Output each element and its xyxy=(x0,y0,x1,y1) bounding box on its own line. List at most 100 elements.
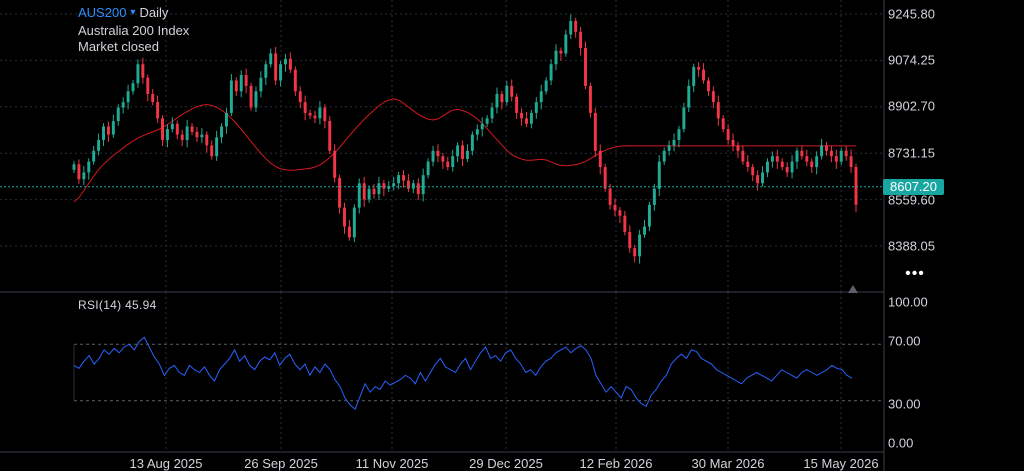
candle-body xyxy=(111,121,115,135)
candle-body xyxy=(549,64,553,81)
candle-body xyxy=(805,156,809,162)
candle-body xyxy=(259,77,263,92)
time-axis-label: 29 Dec 2025 xyxy=(469,456,543,471)
candle-body xyxy=(170,123,174,130)
scroll-to-latest-icon[interactable] xyxy=(848,285,858,293)
candle-body xyxy=(451,156,455,168)
rsi-axis-label: 0.00 xyxy=(888,435,914,451)
candle-body xyxy=(180,134,184,140)
candle-body xyxy=(102,126,105,140)
candle-body xyxy=(362,183,366,200)
rsi-band-lines xyxy=(73,343,884,402)
candle-body xyxy=(195,131,199,138)
candle-body xyxy=(736,145,740,151)
candle-body xyxy=(603,167,607,189)
candle-body xyxy=(687,85,691,108)
price-axis-label: 8388.05 xyxy=(888,238,935,254)
candle-body xyxy=(333,150,337,178)
candle-body xyxy=(274,53,278,81)
candle-body xyxy=(357,183,361,208)
candle-body xyxy=(657,161,661,189)
candle-body xyxy=(761,172,765,184)
candle-body xyxy=(775,156,779,162)
candle-body xyxy=(697,66,701,70)
candle-body xyxy=(525,118,528,124)
candle-body xyxy=(529,112,533,124)
symbol-dropdown-icon[interactable]: ▾ xyxy=(130,7,136,18)
candle-body xyxy=(406,180,410,189)
candle-body xyxy=(785,167,789,173)
candle-body xyxy=(116,107,120,122)
candle-body xyxy=(347,226,351,238)
candle-body xyxy=(716,102,720,119)
candle-body xyxy=(77,164,81,180)
candle-body xyxy=(475,129,479,135)
candle-body xyxy=(534,102,538,113)
candle-body xyxy=(224,112,228,127)
candle-body xyxy=(613,204,617,211)
candle-body xyxy=(574,20,578,32)
candle-body xyxy=(234,80,238,92)
candle-body xyxy=(397,175,401,184)
candle-body xyxy=(352,207,356,238)
moving-average-line xyxy=(73,98,856,203)
candle-body xyxy=(564,34,568,54)
candle-body xyxy=(638,234,642,257)
price-axis-label: 9245.80 xyxy=(888,6,935,22)
candle-body xyxy=(97,139,101,151)
instrument-name: Australia 200 Index xyxy=(78,23,190,38)
candle-body xyxy=(338,177,342,208)
candle-body xyxy=(121,102,125,108)
time-axis-label: 13 Aug 2025 xyxy=(129,456,203,471)
rsi-path xyxy=(73,336,853,411)
candle-body xyxy=(431,150,435,162)
price-axis-label: 8731.15 xyxy=(888,145,935,161)
candle-body xyxy=(662,150,666,162)
candle-body xyxy=(692,66,696,86)
candle-body xyxy=(633,248,637,257)
time-axis-label: 30 Mar 2026 xyxy=(691,456,765,471)
candle-body xyxy=(411,183,415,189)
candle-body xyxy=(515,96,519,113)
candle-body xyxy=(584,48,587,86)
candle-body xyxy=(229,80,233,113)
candle-body xyxy=(839,150,843,162)
candle-body xyxy=(293,69,297,92)
candle-body xyxy=(623,215,627,232)
more-options-button[interactable]: ••• xyxy=(905,265,925,282)
candle-body xyxy=(643,226,646,235)
candle-body xyxy=(269,53,273,65)
candle-body xyxy=(215,137,219,157)
symbol-header[interactable]: AUS200 ▾ Daily xyxy=(78,5,168,21)
candle-body xyxy=(618,210,622,216)
candle-body xyxy=(667,145,671,151)
candle-body xyxy=(795,150,799,162)
candle-body xyxy=(465,150,469,159)
candle-body xyxy=(343,207,346,227)
candle-body xyxy=(544,80,548,92)
time-axis-label: 11 Nov 2025 xyxy=(355,456,429,471)
candle-body xyxy=(136,64,140,84)
candle-body xyxy=(569,20,573,35)
candle-body xyxy=(126,91,130,103)
candle-body xyxy=(82,172,86,180)
candle-body xyxy=(156,102,160,119)
candle-body xyxy=(829,150,833,157)
candle-body xyxy=(790,161,794,173)
candle-body xyxy=(392,183,396,186)
candle-body xyxy=(205,134,209,146)
candle-body xyxy=(254,91,258,108)
candle-body xyxy=(810,161,814,168)
candle-body xyxy=(593,112,597,151)
candle-body xyxy=(210,145,214,157)
candle-body xyxy=(751,167,755,176)
interval-label: Daily xyxy=(139,5,169,20)
symbol-ticker[interactable]: AUS200 xyxy=(78,5,127,20)
candle-body xyxy=(608,188,612,205)
time-axis-label: 26 Sep 2025 xyxy=(244,456,318,471)
candle-body xyxy=(702,69,706,81)
candle-body xyxy=(426,161,430,176)
candle-body xyxy=(446,161,450,168)
candle-body xyxy=(239,75,243,92)
